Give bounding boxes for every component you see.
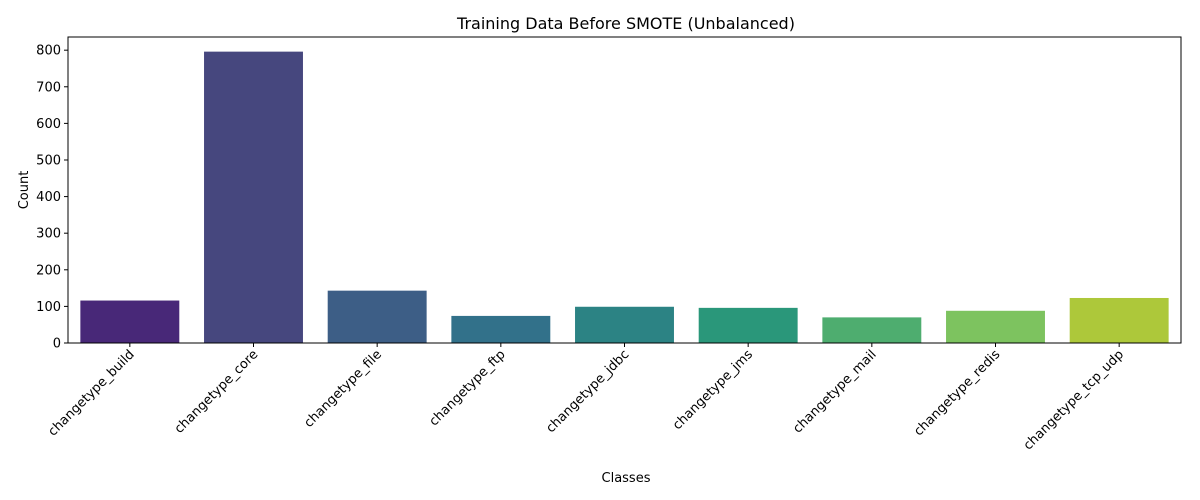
- bar-changetype_tcp_udp: [1069, 297, 1169, 343]
- bar-changetype_build: [80, 300, 180, 343]
- x-tick-label: changetype_mail: [790, 347, 879, 436]
- plot-frame: [67, 36, 1182, 344]
- bar-changetype_core: [204, 51, 303, 344]
- x-tick-label: changetype_ftp: [427, 347, 509, 429]
- y-tick-label: 700: [36, 80, 61, 95]
- x-tick-label: changetype_redis: [911, 347, 1003, 439]
- y-tick-label: 200: [36, 263, 61, 278]
- x-tick-label: changetype_tcp_udp: [1021, 347, 1127, 453]
- x-axis-title: Classes: [602, 471, 651, 486]
- bar-changetype_mail: [822, 317, 922, 343]
- x-tick-label: changetype_jms: [670, 347, 756, 433]
- y-axis-title: Count: [17, 171, 32, 210]
- x-tick-label: changetype_core: [172, 347, 261, 436]
- y-tick-label: 400: [36, 190, 61, 205]
- x-tick-label: changetype_jdbc: [543, 347, 632, 436]
- y-tick-label: 100: [36, 300, 61, 315]
- y-tick-label: 500: [36, 153, 61, 168]
- x-axis: changetype_build changetype_core changetyp…: [45, 343, 1127, 453]
- y-tick-label: 800: [36, 44, 61, 59]
- bar-changetype_file: [327, 290, 427, 343]
- bar-changetype_jms: [698, 307, 798, 343]
- bar-changetype_jdbc: [575, 306, 674, 343]
- x-tick-label: changetype_file: [301, 347, 385, 431]
- y-tick-label: 0: [53, 337, 61, 352]
- chart-title: Training Data Before SMOTE (Unbalanced): [456, 14, 795, 33]
- bar-changetype_ftp: [451, 315, 551, 343]
- y-axis: 0 100 200 300 400 500 600 700 800: [36, 44, 68, 352]
- bars-group: [80, 51, 1169, 344]
- y-tick-label: 300: [36, 227, 61, 242]
- y-tick-label: 600: [36, 117, 61, 132]
- bar-changetype_redis: [946, 310, 1045, 343]
- x-tick-label: changetype_build: [45, 347, 137, 439]
